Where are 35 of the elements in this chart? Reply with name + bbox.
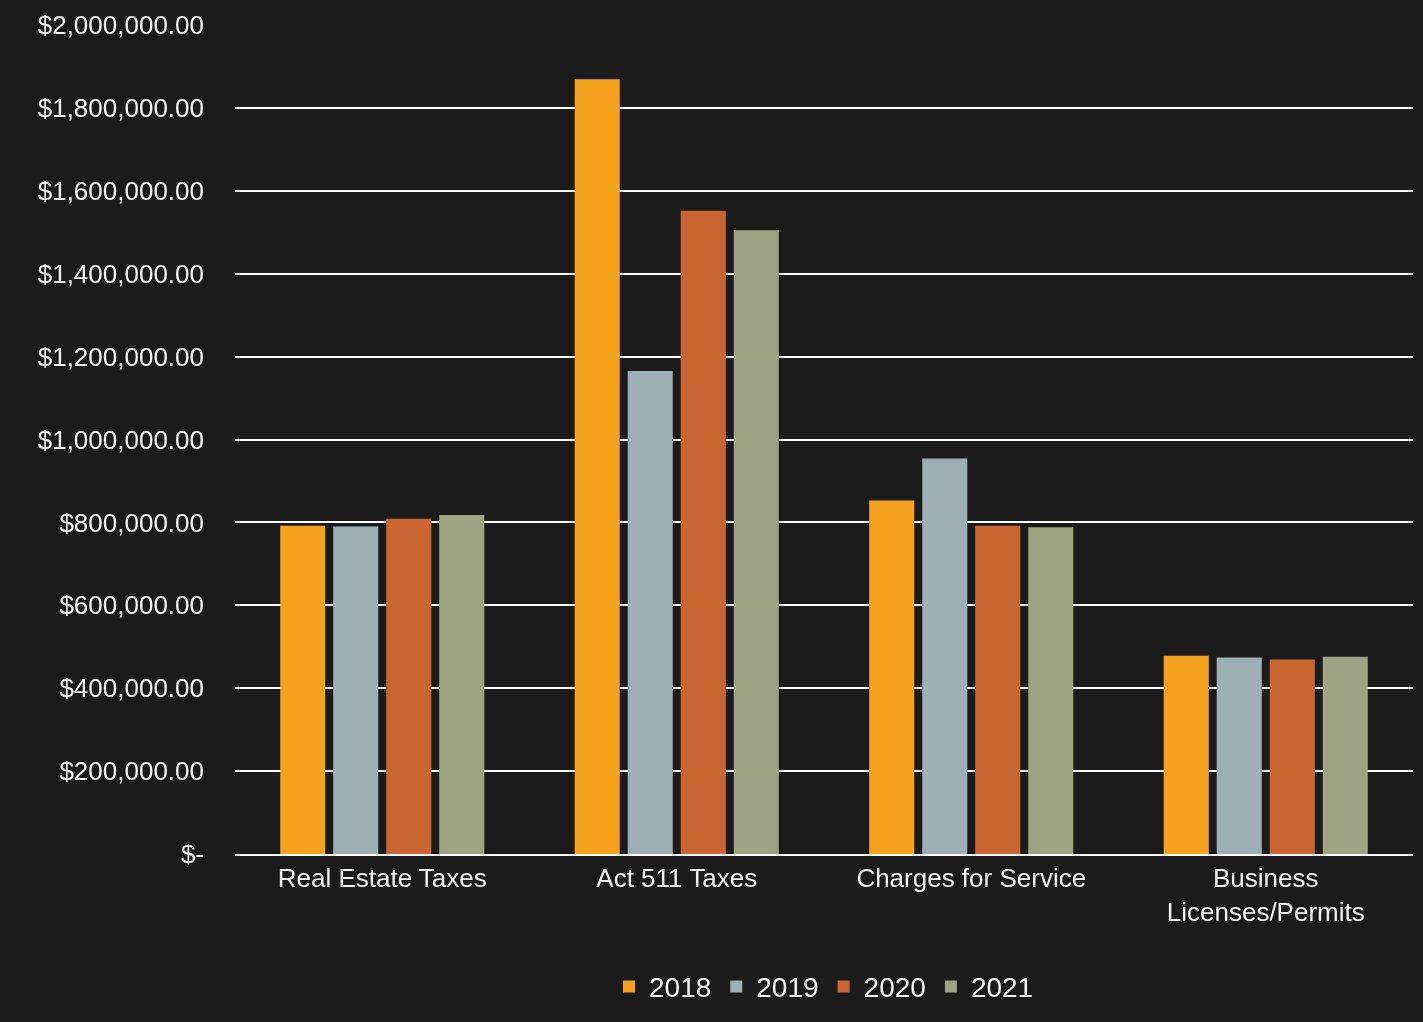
y-tick-label: $800,000.00 bbox=[59, 507, 204, 538]
bar bbox=[386, 518, 432, 854]
bar bbox=[733, 230, 779, 854]
y-tick-label: $600,000.00 bbox=[59, 590, 204, 621]
bar bbox=[1269, 659, 1315, 854]
bar bbox=[439, 514, 485, 854]
legend-label: 2018 bbox=[649, 972, 712, 1004]
legend-label: 2019 bbox=[756, 972, 819, 1004]
bar bbox=[1322, 656, 1368, 854]
bar bbox=[1216, 657, 1262, 854]
y-tick-label: $1,600,000.00 bbox=[37, 175, 204, 206]
bar bbox=[975, 525, 1021, 854]
bar bbox=[333, 526, 379, 854]
bar bbox=[574, 79, 620, 854]
bar bbox=[280, 525, 326, 854]
bar bbox=[680, 210, 726, 854]
bar bbox=[1028, 527, 1074, 854]
bar bbox=[869, 500, 915, 854]
y-tick-label: $1,800,000.00 bbox=[37, 93, 204, 123]
y-tick-label: $1,000,000.00 bbox=[37, 424, 204, 455]
bar bbox=[922, 458, 968, 854]
bar bbox=[1163, 655, 1209, 854]
y-tick-label: $400,000.00 bbox=[59, 673, 204, 704]
legend-label: 2021 bbox=[970, 972, 1034, 1004]
bar bbox=[627, 371, 673, 854]
y-tick-label: $2,000,000.00 bbox=[37, 10, 204, 41]
y-tick-label: $- bbox=[180, 839, 204, 870]
x-tick-label: Charges for Service bbox=[856, 863, 1087, 894]
legend-label: 2020 bbox=[863, 972, 926, 1004]
x-tick-label: Act 511 Taxes bbox=[596, 863, 758, 894]
y-tick-label: $1,200,000.00 bbox=[37, 341, 204, 372]
y-tick-label: $200,000.00 bbox=[59, 756, 204, 787]
y-tick-label: $1,400,000.00 bbox=[37, 258, 204, 289]
x-tick-label: Business Licenses/Permits bbox=[1166, 863, 1365, 927]
x-tick-label: Real Estate Taxes bbox=[277, 863, 487, 894]
